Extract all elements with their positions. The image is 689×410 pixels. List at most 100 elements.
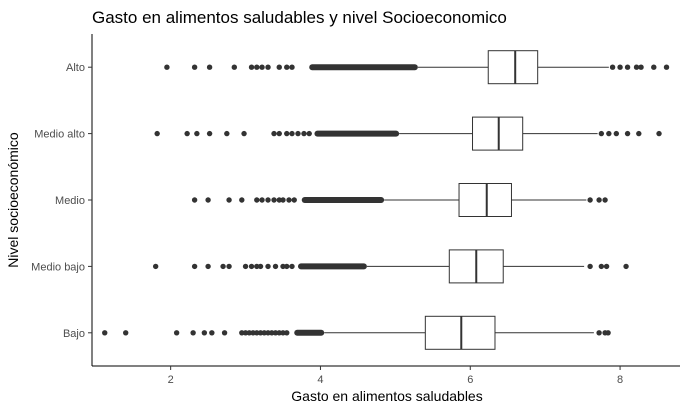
box-medio-alto	[154, 116, 662, 151]
outlier-point	[636, 130, 642, 137]
outlier-point	[241, 130, 247, 137]
outlier-point	[280, 330, 286, 336]
outlier-point	[246, 330, 252, 336]
outlier-point	[226, 197, 232, 203]
outlier-point	[284, 263, 290, 270]
outlier-point	[617, 64, 623, 70]
outlier-point	[271, 130, 277, 137]
outlier-point	[248, 263, 255, 270]
y-axis-ticks: Bajo Medio bajo Medio Medio alto Alto	[31, 62, 92, 340]
outlier-point	[651, 64, 657, 70]
outlier-point	[587, 197, 593, 203]
outlier-point	[633, 64, 640, 70]
outlier-point	[284, 130, 290, 137]
x-tick-label: 4	[317, 374, 323, 386]
outlier-point	[291, 197, 297, 203]
outlier-point	[609, 64, 616, 70]
outlier-point	[284, 330, 290, 336]
outlier-point	[613, 130, 620, 137]
outlier-point	[231, 64, 238, 70]
outliers-dense-band	[309, 64, 418, 71]
outlier-point	[289, 64, 295, 70]
outlier-point	[596, 197, 602, 203]
outlier-point	[226, 263, 232, 270]
chart-title: Gasto en alimentos saludables y nivel So…	[92, 8, 507, 27]
outlier-point	[261, 330, 267, 336]
outlier-point	[289, 130, 295, 137]
outlier-point	[624, 130, 631, 137]
outlier-point	[201, 330, 208, 336]
outliers-dense-band	[294, 329, 325, 336]
outliers-dense-band	[301, 197, 385, 203]
outlier-point	[656, 130, 662, 137]
outlier-point	[206, 130, 213, 137]
outlier-point	[206, 64, 213, 70]
outlier-point	[624, 64, 631, 70]
outlier-point	[265, 263, 271, 270]
outlier-point	[224, 130, 230, 137]
outlier-point	[209, 330, 215, 336]
outlier-point	[306, 130, 312, 137]
outlier-point	[663, 64, 670, 70]
outlier-point	[191, 64, 198, 70]
outlier-point	[250, 330, 256, 336]
y-tick-label: Medio alto	[34, 129, 85, 141]
outlier-point	[164, 64, 170, 70]
outlier-point	[254, 330, 260, 336]
outlier-point	[220, 263, 226, 270]
outlier-point	[190, 330, 196, 336]
outlier-point	[248, 64, 255, 70]
outlier-point	[205, 197, 211, 203]
outlier-point	[257, 263, 264, 270]
outlier-point	[265, 197, 271, 203]
outlier-point	[295, 130, 301, 137]
outlier-point	[239, 330, 245, 336]
outlier-point	[257, 330, 264, 336]
outlier-point	[269, 330, 275, 336]
outlier-point	[265, 64, 271, 70]
outlier-point	[301, 130, 307, 137]
outlier-point	[276, 197, 282, 203]
outliers-dense-band	[314, 130, 400, 137]
outlier-point	[606, 130, 612, 137]
outlier-point	[596, 330, 602, 336]
outlier-point	[242, 330, 249, 336]
outlier-point	[221, 330, 228, 336]
outlier-point	[242, 263, 249, 270]
x-tick-label: 6	[467, 374, 473, 386]
outlier-point	[280, 197, 286, 203]
outlier-point	[276, 330, 282, 336]
outlier-point	[191, 263, 198, 270]
outlier-point	[638, 64, 644, 70]
y-axis-title: Nivel socioeconómico	[5, 132, 21, 268]
outlier-point	[272, 263, 279, 270]
outlier-point	[254, 64, 260, 70]
box-bajo	[102, 315, 611, 350]
outlier-point	[276, 64, 282, 70]
y-tick-label: Bajo	[63, 328, 85, 340]
outliers-dense-band	[297, 263, 367, 270]
outlier-point	[152, 263, 159, 270]
outlier-point	[276, 130, 282, 137]
y-tick-label: Medio bajo	[31, 261, 85, 273]
outlier-point	[603, 263, 610, 270]
outlier-point	[191, 197, 198, 203]
outlier-point	[272, 330, 279, 336]
outlier-point	[598, 263, 605, 270]
y-tick-label: Alto	[66, 62, 85, 74]
outlier-point	[102, 330, 108, 336]
box-medio	[191, 183, 608, 217]
x-axis-ticks: 2 4 6 8	[168, 366, 623, 386]
outlier-point	[259, 64, 265, 70]
box-iqr	[487, 50, 539, 85]
outlier-point	[123, 330, 129, 336]
box-iqr	[472, 116, 524, 151]
box-iqr	[424, 315, 496, 350]
box-medio-bajo	[152, 249, 629, 284]
outlier-point	[587, 263, 593, 270]
outlier-point	[289, 263, 295, 270]
x-tick-label: 8	[617, 374, 623, 386]
outlier-point	[254, 263, 260, 270]
outlier-point	[602, 197, 608, 203]
box-iqr	[458, 183, 512, 217]
